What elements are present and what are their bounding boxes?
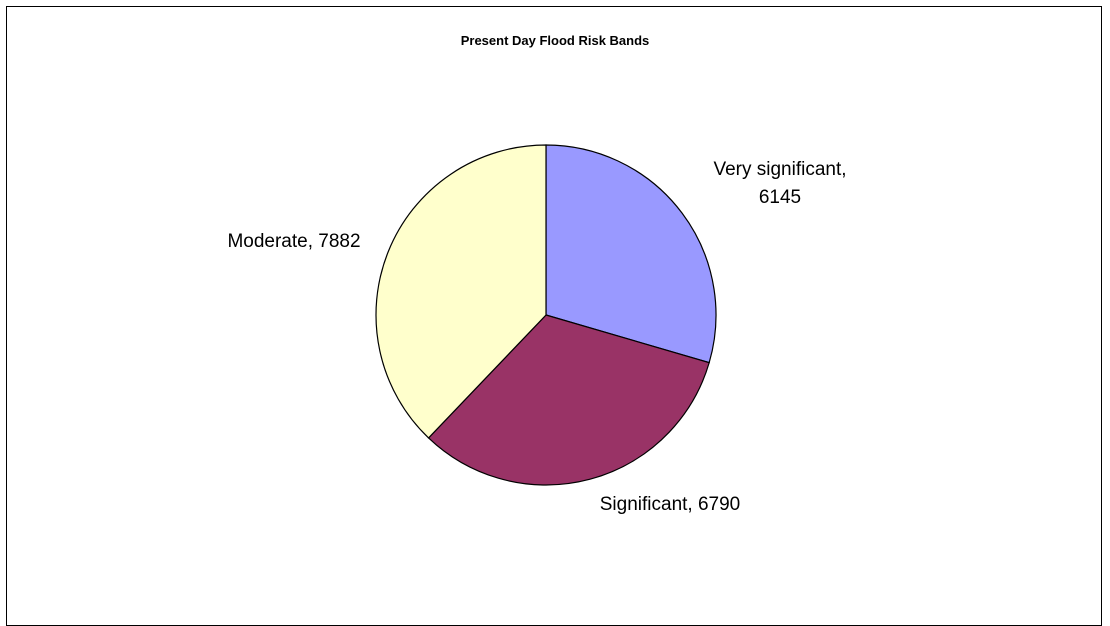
slice-label-moderate: Moderate, 7882 [227, 231, 360, 252]
pie-slice-very-significant [545, 144, 717, 364]
chart-title: Present Day Flood Risk Bands [460, 33, 650, 48]
pie-slice-moderate [375, 144, 547, 439]
pie-slice-significant [427, 314, 710, 486]
slice-label-significant: Significant, 6790 [600, 494, 741, 515]
slice-label-very-significant: Very significant, 6145 [713, 159, 846, 208]
pie-chart: Very significant, 6145 Significant, 6790 Mo… [227, 144, 847, 515]
